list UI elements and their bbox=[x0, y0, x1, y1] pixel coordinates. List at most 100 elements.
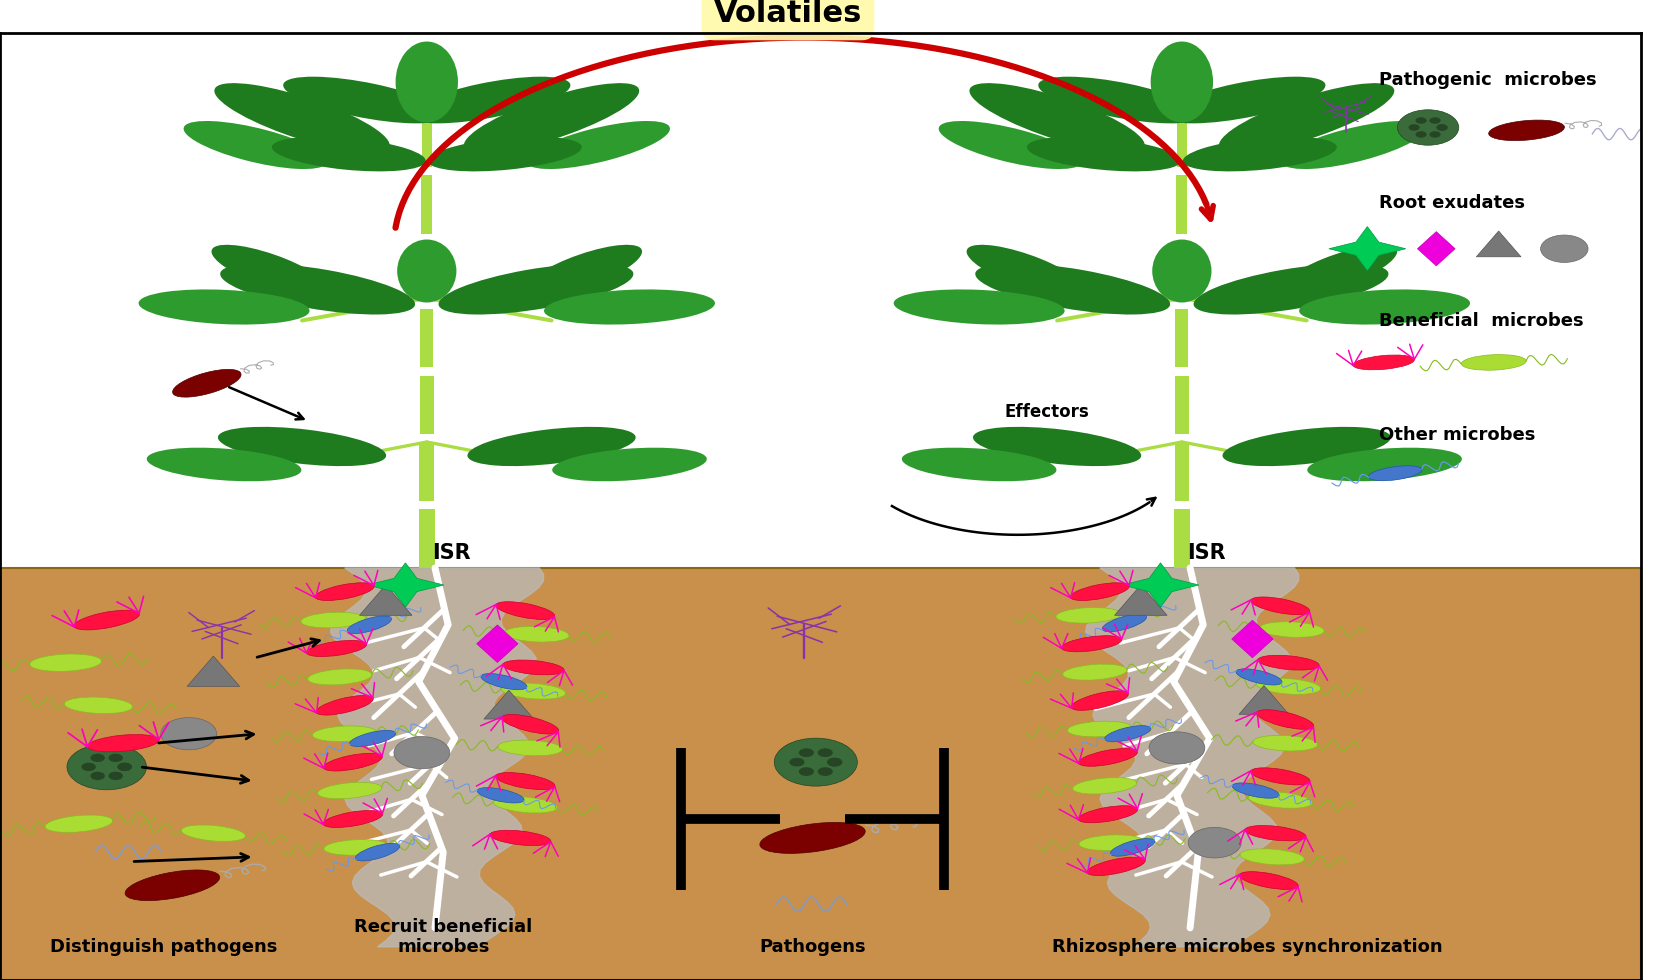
Ellipse shape bbox=[1257, 710, 1313, 729]
Ellipse shape bbox=[1298, 289, 1470, 324]
Text: ISR: ISR bbox=[432, 543, 471, 564]
Ellipse shape bbox=[1249, 792, 1312, 808]
Ellipse shape bbox=[1489, 121, 1565, 140]
Ellipse shape bbox=[1236, 668, 1282, 685]
Polygon shape bbox=[1121, 563, 1199, 608]
Ellipse shape bbox=[501, 714, 559, 734]
Ellipse shape bbox=[349, 730, 395, 747]
Ellipse shape bbox=[1151, 41, 1212, 122]
Polygon shape bbox=[331, 568, 544, 947]
Ellipse shape bbox=[1239, 871, 1298, 890]
Ellipse shape bbox=[318, 782, 382, 799]
Ellipse shape bbox=[65, 697, 132, 713]
Ellipse shape bbox=[1153, 239, 1211, 303]
Ellipse shape bbox=[498, 740, 562, 756]
Ellipse shape bbox=[218, 427, 385, 466]
Ellipse shape bbox=[468, 427, 635, 466]
Ellipse shape bbox=[501, 683, 566, 699]
Polygon shape bbox=[1239, 685, 1288, 714]
Polygon shape bbox=[1232, 620, 1274, 658]
Ellipse shape bbox=[172, 369, 241, 397]
Ellipse shape bbox=[1062, 636, 1121, 652]
Ellipse shape bbox=[490, 830, 551, 846]
Ellipse shape bbox=[523, 245, 642, 297]
Ellipse shape bbox=[313, 726, 377, 742]
Ellipse shape bbox=[45, 815, 112, 832]
Circle shape bbox=[1416, 131, 1427, 137]
Ellipse shape bbox=[212, 245, 331, 297]
Ellipse shape bbox=[1222, 427, 1391, 466]
Ellipse shape bbox=[973, 427, 1141, 466]
Ellipse shape bbox=[88, 735, 159, 752]
Circle shape bbox=[1398, 110, 1459, 145]
Ellipse shape bbox=[759, 822, 865, 854]
Ellipse shape bbox=[324, 840, 389, 856]
Ellipse shape bbox=[356, 844, 400, 860]
Ellipse shape bbox=[1078, 835, 1143, 851]
Ellipse shape bbox=[301, 612, 366, 628]
Ellipse shape bbox=[544, 289, 715, 324]
Ellipse shape bbox=[493, 797, 557, 813]
Ellipse shape bbox=[395, 41, 458, 122]
Ellipse shape bbox=[496, 772, 556, 790]
Ellipse shape bbox=[271, 136, 425, 171]
Ellipse shape bbox=[74, 611, 139, 630]
Circle shape bbox=[789, 758, 804, 766]
Ellipse shape bbox=[1067, 721, 1133, 737]
Ellipse shape bbox=[1027, 136, 1181, 171]
Ellipse shape bbox=[347, 616, 392, 634]
Ellipse shape bbox=[1462, 355, 1527, 370]
Circle shape bbox=[109, 771, 122, 780]
Polygon shape bbox=[1417, 231, 1456, 266]
Polygon shape bbox=[187, 656, 240, 686]
Ellipse shape bbox=[939, 121, 1082, 169]
Ellipse shape bbox=[30, 654, 101, 671]
Ellipse shape bbox=[283, 76, 445, 123]
Ellipse shape bbox=[1232, 783, 1279, 798]
Text: Volatiles: Volatiles bbox=[715, 0, 862, 28]
Bar bbox=[422, 41, 432, 100]
Ellipse shape bbox=[1219, 83, 1394, 153]
Bar bbox=[1176, 109, 1188, 167]
Ellipse shape bbox=[147, 448, 301, 481]
Ellipse shape bbox=[1245, 825, 1307, 841]
Bar bbox=[1178, 41, 1186, 100]
Ellipse shape bbox=[324, 754, 382, 771]
Ellipse shape bbox=[1257, 678, 1322, 695]
Circle shape bbox=[827, 758, 842, 766]
Ellipse shape bbox=[1183, 136, 1336, 171]
Bar bbox=[1176, 175, 1188, 233]
Circle shape bbox=[1540, 235, 1588, 263]
Circle shape bbox=[91, 754, 104, 762]
Ellipse shape bbox=[893, 289, 1065, 324]
Text: Rhizosphere microbes synchronization: Rhizosphere microbes synchronization bbox=[1052, 938, 1442, 956]
Ellipse shape bbox=[1279, 245, 1398, 297]
Ellipse shape bbox=[1259, 656, 1320, 670]
Ellipse shape bbox=[316, 583, 374, 601]
Ellipse shape bbox=[428, 136, 582, 171]
Polygon shape bbox=[1328, 226, 1406, 270]
Ellipse shape bbox=[1055, 608, 1121, 623]
Bar bbox=[1174, 443, 1189, 501]
Ellipse shape bbox=[966, 245, 1085, 297]
Circle shape bbox=[160, 717, 217, 750]
Ellipse shape bbox=[1110, 839, 1154, 857]
Bar bbox=[0, 568, 1641, 980]
Circle shape bbox=[799, 749, 814, 758]
Bar bbox=[1176, 242, 1188, 301]
Circle shape bbox=[1150, 732, 1204, 764]
Ellipse shape bbox=[1102, 614, 1146, 632]
Ellipse shape bbox=[901, 448, 1057, 481]
Bar bbox=[420, 375, 433, 434]
Circle shape bbox=[1436, 124, 1447, 130]
Ellipse shape bbox=[397, 239, 457, 303]
Text: Beneficial  microbes: Beneficial microbes bbox=[1379, 313, 1583, 330]
Ellipse shape bbox=[1039, 76, 1201, 123]
Ellipse shape bbox=[503, 660, 564, 675]
Ellipse shape bbox=[1307, 448, 1462, 481]
Text: Pathogenic  microbes: Pathogenic microbes bbox=[1379, 71, 1596, 88]
Ellipse shape bbox=[323, 810, 382, 827]
Ellipse shape bbox=[478, 788, 524, 803]
Ellipse shape bbox=[1087, 858, 1145, 875]
Polygon shape bbox=[485, 690, 534, 719]
